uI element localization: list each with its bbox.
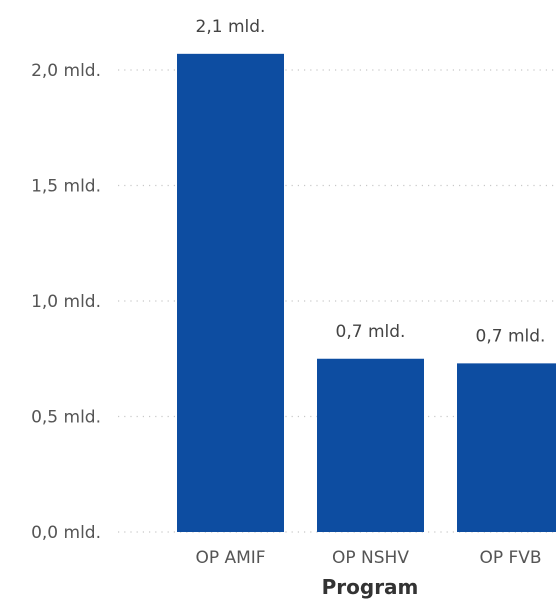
y-tick-label: 1,5 mld. [31,177,101,197]
y-tick-label: 2,0 mld. [31,61,101,81]
bar[interactable] [177,53,284,532]
y-tick-label: 1,0 mld. [31,292,101,312]
bars [177,53,556,532]
x-category-label: OP NSHV [332,548,409,568]
y-tick-label: 0,0 mld. [31,523,101,543]
bar-data-label: 0,7 mld. [476,326,546,346]
bar-data-label: 2,1 mld. [196,17,266,37]
y-tick-label: 0,5 mld. [31,408,101,428]
bar[interactable] [457,363,556,532]
bar-data-label: 0,7 mld. [336,322,406,342]
x-category-label: OP FVB [479,548,541,568]
x-category-label: OP AMIF [195,548,265,568]
bar[interactable] [317,358,424,532]
y-axis-tick-labels: 0,0 mld. 0,5 mld. 1,0 mld. 1,5 mld. 2,0 mld. [31,61,101,543]
x-axis-category-labels: OP AMIF OP NSHV OP FVB [195,548,541,568]
x-axis-title: Program [322,575,419,599]
data-labels: 2,1 mld. 0,7 mld. 0,7 mld. [196,17,546,347]
